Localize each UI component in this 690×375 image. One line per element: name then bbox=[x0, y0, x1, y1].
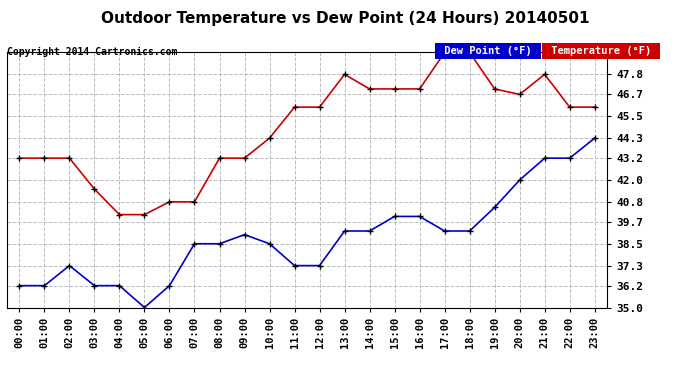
Text: Outdoor Temperature vs Dew Point (24 Hours) 20140501: Outdoor Temperature vs Dew Point (24 Hou… bbox=[101, 11, 589, 26]
Text: Temperature (°F): Temperature (°F) bbox=[545, 46, 658, 56]
Text: Copyright 2014 Cartronics.com: Copyright 2014 Cartronics.com bbox=[7, 47, 177, 57]
Text: Dew Point (°F): Dew Point (°F) bbox=[438, 46, 538, 56]
